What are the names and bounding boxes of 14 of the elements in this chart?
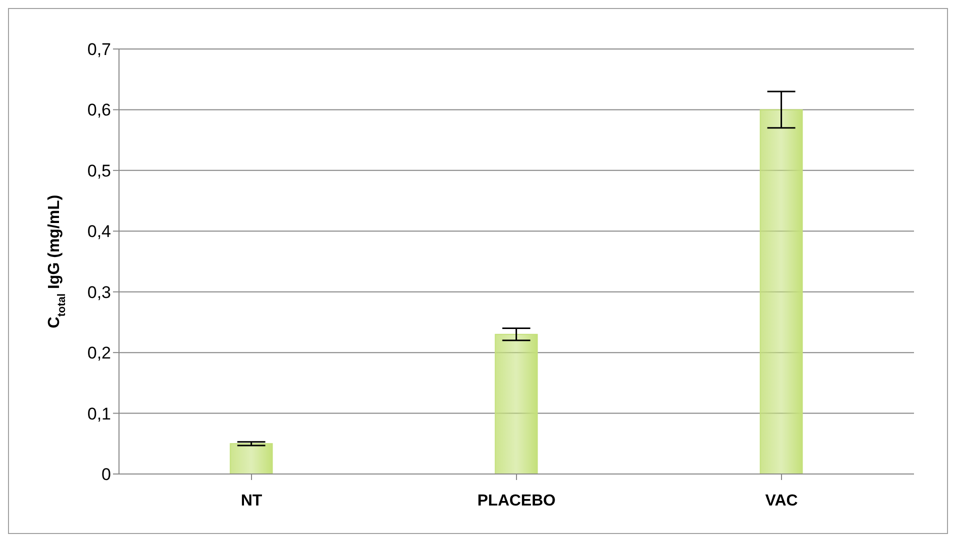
bar	[494, 334, 538, 474]
y-tick-label: 0,1	[87, 404, 111, 424]
x-tick-label: PLACEBO	[477, 492, 556, 510]
x-tick-label: VAC	[765, 492, 798, 510]
y-tick-label: 0	[102, 465, 111, 484]
x-tick-label: NT	[240, 492, 262, 510]
y-tick-label: 0,3	[87, 282, 111, 302]
y-tick-label: 0,2	[87, 344, 111, 363]
bar	[230, 443, 273, 474]
y-tick-label: 0,6	[87, 100, 111, 120]
y-tick-label: 0,4	[87, 222, 111, 242]
y-tick-label: 0,7	[87, 40, 111, 60]
y-tick-label: 0,5	[87, 161, 111, 180]
bar	[760, 109, 803, 474]
